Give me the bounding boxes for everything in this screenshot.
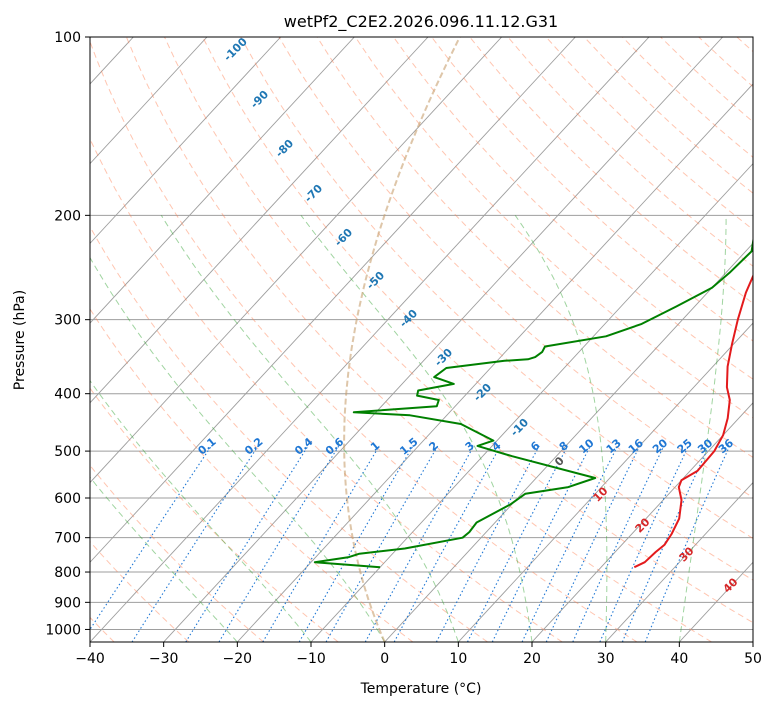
y-tick-label: 600 (54, 491, 81, 507)
mixing-ratio-line (467, 445, 569, 642)
mixing-ratio-line (491, 445, 591, 642)
mixing-ratio-line (521, 445, 619, 642)
mixing-ratio-line (644, 445, 731, 642)
isotherm-line (531, 402, 753, 642)
y-tick-label: 100 (54, 30, 81, 46)
moist-adiabats (90, 215, 753, 642)
isotherm-line (90, 37, 503, 484)
dry-adiabat-line (202, 37, 753, 581)
isotherm-line (90, 37, 650, 642)
isotherm-line (90, 37, 208, 165)
dry-adiabat-line (316, 37, 753, 458)
mixing-ratio-line (218, 445, 340, 642)
y-tick-label: 800 (54, 565, 81, 581)
dry-adiabat-line (90, 464, 264, 642)
dry-adiabat-line (469, 37, 753, 304)
chart-title: wetPf2_C2E2.2026.096.11.12.G31 (284, 12, 558, 32)
y-axis: 100 200 300 400 500 600 700 800 900 1000 (45, 30, 90, 638)
y-tick-label: 900 (54, 595, 81, 611)
dry-adiabat-line (125, 37, 712, 642)
x-tick-label: −20 (223, 651, 253, 667)
x-tick-label: −10 (296, 651, 326, 667)
dry-adiabat-line (164, 37, 753, 624)
x-tick-label: 10 (449, 651, 467, 667)
plot-frame (89, 36, 754, 643)
isotherm-line (90, 37, 282, 245)
isotherm-line (163, 37, 724, 642)
mixing-ratio-line (262, 445, 380, 642)
moist-adiabat-line (160, 215, 459, 642)
mixing-ratio-line (621, 445, 710, 642)
dry-adiabat-line (240, 37, 753, 540)
x-tick-label: 50 (744, 651, 762, 667)
isotherm-grid (90, 37, 753, 642)
x-axis: −40 −30 −20 −10 0 10 20 30 40 50 (75, 642, 762, 667)
isotherm-line (90, 37, 576, 563)
y-axis-title: Pressure (hPa) (12, 290, 28, 390)
isotherm-line (237, 83, 753, 642)
dry-adiabat-line (278, 37, 753, 499)
x-tick-label: 30 (597, 651, 615, 667)
mixing-ratio-line (185, 445, 309, 642)
mixing-ratio-lines (90, 445, 731, 642)
moist-adiabat-line (90, 256, 386, 642)
isotherm-line (605, 481, 753, 642)
x-tick-label: 20 (523, 651, 541, 667)
dry-adiabat-line (90, 225, 488, 642)
dry-adiabat-line (431, 37, 753, 342)
isotherm-line (90, 37, 355, 324)
mixing-ratio-line (364, 445, 475, 642)
x-tick-label: −30 (149, 651, 179, 667)
dry-adiabat-line (90, 540, 190, 642)
y-tick-label: 700 (54, 531, 81, 547)
moist-adiabat-line (514, 215, 608, 642)
isotherm-line (90, 37, 429, 404)
dewpoint-trace (313, 235, 753, 569)
temperature-trace (633, 273, 753, 569)
y-tick-label: 400 (54, 387, 81, 403)
dry-adiabat-line (354, 37, 753, 419)
moist-adiabat-line (90, 476, 238, 642)
dry-adiabat-line (393, 37, 753, 380)
moist-adiabat-line (678, 215, 727, 642)
x-tick-label: −40 (75, 651, 105, 667)
lcl-curve (343, 37, 461, 642)
x-tick-label: 40 (670, 651, 688, 667)
mixing-ratio-line (131, 445, 259, 642)
mixing-ratio-line (90, 445, 212, 631)
lcl-curve-line (343, 37, 461, 642)
isotherm-line (384, 242, 753, 642)
sounding-traces (313, 235, 753, 569)
y-tick-label: 1000 (45, 622, 81, 638)
y-tick-label: 200 (54, 208, 81, 224)
dry-adiabat-line (90, 137, 563, 642)
x-tick-label: 0 (380, 651, 389, 667)
y-tick-label: 300 (54, 313, 81, 329)
isotherm-line (458, 322, 753, 642)
x-axis-title: Temperature (°C) (360, 681, 482, 697)
y-tick-label: 500 (54, 444, 81, 460)
dry-adiabat-line (90, 40, 638, 642)
